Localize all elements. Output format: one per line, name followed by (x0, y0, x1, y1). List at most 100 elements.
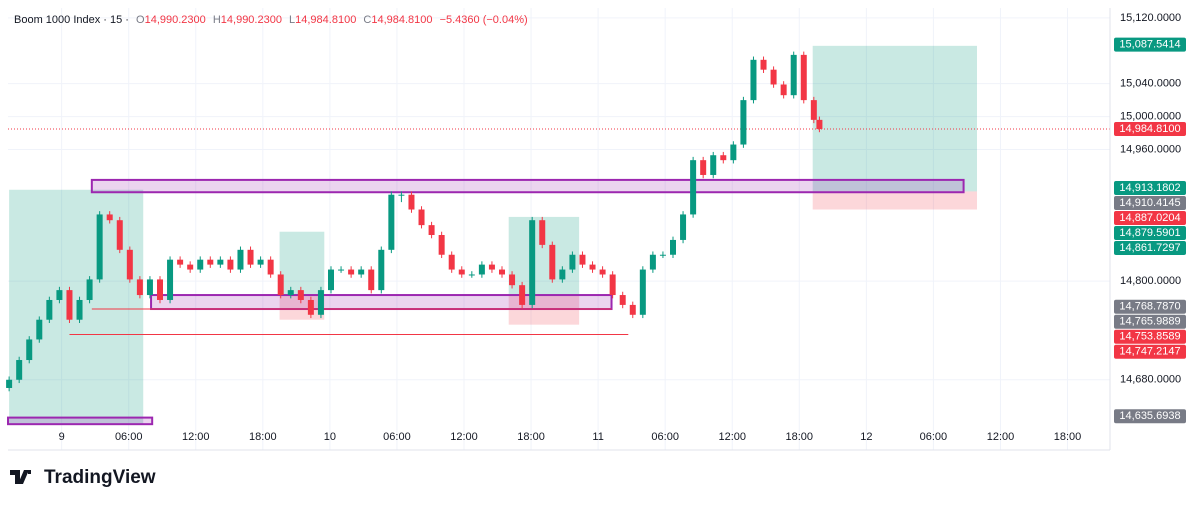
candle-body (609, 274, 616, 296)
candle-body (297, 290, 304, 300)
zone (150, 294, 613, 311)
logo-icon (10, 470, 31, 484)
candle-body (639, 269, 646, 315)
candle-body (549, 244, 556, 280)
candle-body (579, 254, 586, 265)
candle-body (589, 264, 596, 270)
candle-body (217, 259, 224, 265)
candle-body (780, 84, 787, 96)
price-badge (1114, 409, 1186, 424)
candle-body (257, 259, 264, 265)
candle-body (46, 299, 53, 320)
price-badge-label: 14,910.4145 (1119, 197, 1180, 209)
zone (812, 45, 977, 192)
candle-body (36, 319, 43, 340)
y-tick-label: 14,800.0000 (1120, 275, 1181, 287)
candle-body (680, 214, 687, 240)
candle-body (509, 274, 516, 286)
candle-body (760, 59, 767, 70)
x-tick-label: 06:00 (651, 431, 679, 443)
price-badge-label: 14,635.6938 (1119, 410, 1180, 422)
candle-body (378, 249, 385, 291)
price-badge (1114, 344, 1186, 359)
x-tick-label: 18:00 (786, 431, 814, 443)
zone (9, 189, 144, 425)
x-tick-label: 11 (592, 431, 603, 443)
price-badge (1114, 122, 1186, 137)
y-tick-label: 15,120.0000 (1120, 12, 1181, 24)
x-tick-label: 9 (59, 431, 65, 443)
logo: TradingView (10, 467, 156, 488)
ohlc-key: L (289, 14, 295, 26)
zones (7, 45, 1110, 426)
candle-body (700, 160, 707, 175)
price-badge-label: 14,861.7297 (1119, 242, 1180, 254)
candle-body (770, 69, 777, 85)
zone (90, 178, 965, 194)
candle-body (26, 339, 33, 361)
candle-body (670, 239, 676, 255)
candle-body (368, 269, 375, 291)
y-tick-label: 14,960.0000 (1120, 143, 1181, 155)
brand: TradingView (44, 467, 156, 488)
zone (812, 191, 977, 210)
candle-body (86, 279, 93, 300)
candle-body (448, 254, 455, 270)
candle-body (569, 254, 576, 270)
candle-body (730, 144, 737, 161)
candle-body (750, 59, 757, 101)
x-tick-label: 06:00 (383, 431, 411, 443)
candle-body (710, 155, 717, 175)
candle-body (317, 290, 324, 315)
candle-body (458, 269, 465, 275)
x-tick-label: 18:00 (517, 431, 545, 443)
candle-body (207, 259, 214, 265)
candle-body (348, 269, 355, 275)
price-badge (1114, 299, 1186, 314)
x-tick-label: 18:00 (1054, 431, 1082, 443)
ohlc-value: 14,990.2300 (145, 14, 206, 26)
candle-body (267, 259, 274, 275)
candle-body (338, 269, 345, 271)
candle-body (800, 54, 807, 101)
candle-body (599, 269, 606, 275)
change: −5.4360 (440, 14, 480, 26)
ohlc-key: O (136, 14, 145, 26)
x-tick-label: 06:00 (920, 431, 948, 443)
candle-body (619, 295, 626, 305)
candle-body (187, 264, 194, 270)
price-badge (1114, 329, 1186, 344)
price-badge-label: 14,753.8589 (1119, 331, 1180, 343)
candle-body (96, 214, 103, 280)
price-badge-label: 14,984.8100 (1119, 123, 1180, 135)
candle-body (237, 249, 244, 270)
candle-body (649, 254, 656, 270)
candle-body (66, 290, 73, 320)
candle-body (478, 264, 485, 275)
candle-body (6, 379, 13, 388)
candle-body (499, 269, 505, 275)
candle-body (167, 259, 174, 300)
candle-body (16, 360, 23, 380)
candle-body (428, 225, 435, 236)
candle-body (810, 100, 817, 120)
candle-body (177, 259, 184, 265)
candle-body (790, 54, 797, 96)
x-tick-label: 18:00 (249, 431, 277, 443)
candle-body (116, 220, 123, 250)
price-badge (1114, 37, 1186, 52)
candle-body (468, 274, 475, 276)
price-badge-label: 14,765.9889 (1119, 316, 1180, 328)
candle-body (816, 119, 823, 130)
price-badge-label: 15,087.5414 (1119, 38, 1180, 50)
candle-body (720, 155, 727, 161)
x-tick-label: 06:00 (115, 431, 143, 443)
candle-body (398, 194, 405, 196)
x-tick-label: 12:00 (182, 431, 210, 443)
price-badge (1114, 314, 1186, 329)
price-badge (1114, 225, 1186, 240)
ohlc-key: C (363, 14, 371, 26)
candle-body (438, 235, 445, 255)
x-tick-label: 12:00 (718, 431, 746, 443)
